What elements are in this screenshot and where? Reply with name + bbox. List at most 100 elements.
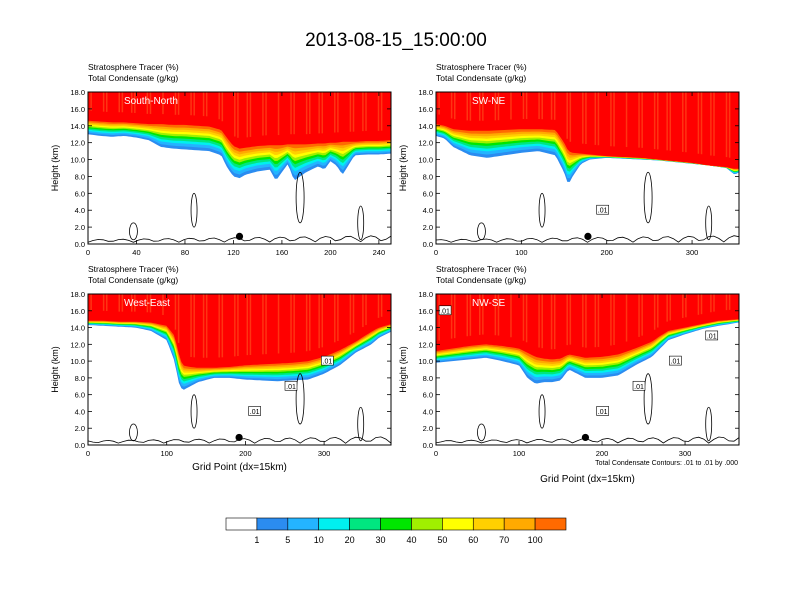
condensate-contour xyxy=(538,192,546,228)
chart-panel-west-east: .01 .01 .01 West-East Stratosphere Tracer (%… xyxy=(50,264,392,473)
subtitle-condensate: Total Condensate (g/kg) xyxy=(436,73,526,83)
contour-label: .01 xyxy=(250,409,260,416)
condensate-contour xyxy=(705,205,713,241)
y-tick-label: 18.0 xyxy=(70,88,85,97)
condensate-contour xyxy=(295,171,305,224)
x-tick-label: 200 xyxy=(324,248,337,257)
subtitle-condensate: Total Condensate (g/kg) xyxy=(88,73,178,83)
colorbar-label: 5 xyxy=(285,535,290,545)
plot-frame xyxy=(87,91,392,245)
y-tick-label: 6.0 xyxy=(75,189,85,198)
x-tick-label: 80 xyxy=(181,248,189,257)
x-tick-label: 200 xyxy=(596,449,609,458)
x-tick-label: 240 xyxy=(373,248,386,257)
condensate-contour xyxy=(190,394,198,429)
colorbar-swatch xyxy=(318,517,350,531)
tracer-band-10 xyxy=(88,294,391,368)
contour-label-box xyxy=(438,305,452,316)
x-tick-label: 200 xyxy=(239,449,252,458)
terrain-line xyxy=(436,235,739,244)
condensate-contour xyxy=(477,423,486,442)
y-tick-label: 6.0 xyxy=(423,189,433,198)
x-tick-label: 0 xyxy=(434,449,438,458)
subtitle-tracer: Stratosphere Tracer (%) xyxy=(436,62,527,72)
x-tick-label: 40 xyxy=(132,248,140,257)
y-tick-label: 8.0 xyxy=(423,374,433,383)
x-tick-label: 300 xyxy=(318,449,331,458)
colorbar-swatch xyxy=(225,517,258,531)
contour-label: .01 xyxy=(323,359,333,366)
colorbar-label: 1 xyxy=(254,535,259,545)
colorbar-swatch xyxy=(256,517,289,531)
x-tick-label: 300 xyxy=(686,248,699,257)
colorbar-swatch xyxy=(380,517,412,531)
y-tick-label: 18.0 xyxy=(418,88,433,97)
condensate-contour xyxy=(643,171,653,224)
chart-panel-south-north: South-North Stratosphere Tracer (%)Total … xyxy=(50,62,392,257)
contour-label: .01 xyxy=(286,384,296,391)
contour-label-box xyxy=(596,204,609,215)
colorbar-swatch xyxy=(442,517,474,531)
y-tick-label: 16.0 xyxy=(418,105,433,114)
y-axis-label: Height (km) xyxy=(398,346,408,393)
x-tick-label: 100 xyxy=(513,449,526,458)
x-tick-label: 0 xyxy=(86,248,90,257)
x-axis-label: Grid Point (dx=15km) xyxy=(540,474,635,485)
subtitle-condensate: Total Condensate (g/kg) xyxy=(88,275,178,285)
x-axis-label: Grid Point (dx=15km) xyxy=(192,462,287,473)
colorbar-swatch xyxy=(534,517,567,531)
y-tick-label: 0.0 xyxy=(423,441,433,450)
colorbar-label: 60 xyxy=(468,535,478,545)
y-tick-label: 16.0 xyxy=(70,105,85,114)
contour-label-box xyxy=(632,380,646,391)
y-tick-label: 2.0 xyxy=(423,223,433,232)
contour-label-box xyxy=(284,380,298,391)
y-tick-label: 4.0 xyxy=(75,206,85,215)
colorbar-label: 30 xyxy=(376,535,386,545)
plot-area xyxy=(88,92,391,244)
colorbar-swatch xyxy=(349,517,381,531)
y-axis-label: Height (km) xyxy=(398,145,408,192)
y-tick-label: 6.0 xyxy=(423,391,433,400)
contour-label-box xyxy=(596,406,609,416)
x-tick-label: 120 xyxy=(227,248,240,257)
y-tick-label: 8.0 xyxy=(75,172,85,181)
chart-panel-nw-se: .01 .01 .01 .01 .01 NW-SE Stratosphere Tracer … xyxy=(398,264,740,485)
subtitle-condensate: Total Condensate (g/kg) xyxy=(436,275,526,285)
colorbar-swatch xyxy=(411,517,443,531)
condensate-contour xyxy=(129,222,138,241)
plot-frame xyxy=(435,293,740,446)
y-tick-label: 0.0 xyxy=(423,240,433,249)
section-label: SW-NE xyxy=(472,96,505,107)
y-tick-label: 2.0 xyxy=(75,424,85,433)
condensate-contour xyxy=(357,205,365,241)
condensate-contour xyxy=(705,406,713,442)
y-tick-label: 16.0 xyxy=(70,307,85,316)
y-tick-label: 18.0 xyxy=(418,290,433,299)
colorbar-swatch xyxy=(503,517,536,531)
y-tick-label: 16.0 xyxy=(418,307,433,316)
section-label: NW-SE xyxy=(472,298,505,309)
y-tick-label: 4.0 xyxy=(423,407,433,416)
subtitle-tracer: Stratosphere Tracer (%) xyxy=(88,264,179,274)
tracer-band-10 xyxy=(436,92,739,169)
section-label: South-North xyxy=(124,96,178,107)
y-tick-label: 18.0 xyxy=(70,290,85,299)
y-tick-label: 10.0 xyxy=(418,357,433,366)
x-tick-label: 100 xyxy=(515,248,528,257)
y-tick-label: 10.0 xyxy=(70,357,85,366)
plot-frame xyxy=(87,293,392,446)
location-marker xyxy=(581,433,590,442)
location-marker xyxy=(235,433,243,442)
x-tick-label: 100 xyxy=(160,449,173,458)
y-tick-label: 14.0 xyxy=(418,122,433,131)
colorbar: 1 5 10 20 30 40 50 60 70 100 xyxy=(225,517,567,545)
y-tick-label: 12.0 xyxy=(70,340,85,349)
y-tick-label: 12.0 xyxy=(418,139,433,148)
terrain-line xyxy=(88,436,391,445)
colorbar-label: 100 xyxy=(528,535,543,545)
y-tick-label: 4.0 xyxy=(423,206,433,215)
x-tick-label: 300 xyxy=(679,449,692,458)
